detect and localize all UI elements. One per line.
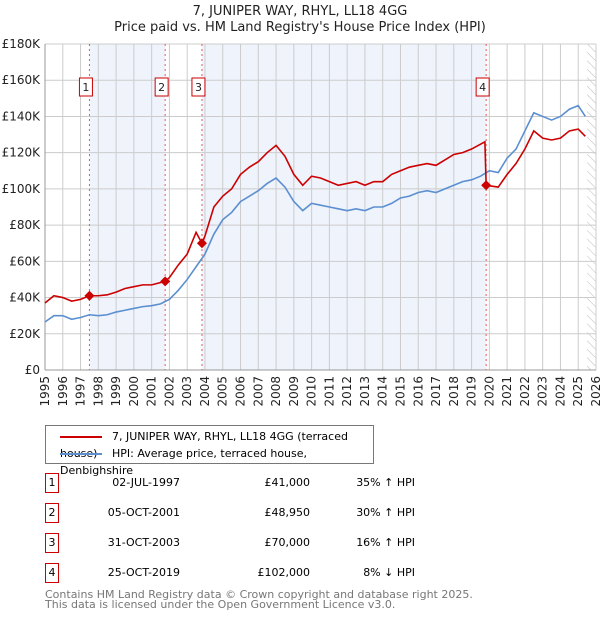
legend-label: HPI: Average price, terraced house, Denb… [60,447,308,477]
y-tick-label: £100K [2,182,42,196]
y-tick-label: £120K [2,146,42,160]
x-tick-label: 2002 [162,376,176,407]
sale-row: 3 31-OCT-2003 £70,000 16% ↑ HPI [45,533,445,553]
sale-row: 1 02-JUL-1997 £41,000 35% ↑ HPI [45,473,445,493]
x-tick-label: 2021 [500,376,514,407]
sale-number-label: 1 [82,81,89,94]
property-price-line [44,128,586,304]
x-tick-label: 2000 [127,376,141,407]
sale-date: 05-OCT-2001 [107,506,180,519]
x-tick-label: 2016 [411,376,425,407]
sale-date: 25-OCT-2019 [107,566,180,579]
sale-point[interactable] [196,238,207,249]
legend-item-property: 7, JUNIPER WAY, RHYL, LL18 4GG (terraced… [60,428,373,460]
legend-swatch [60,453,102,455]
sale-number-box [78,77,93,97]
forecast-hatch [587,44,596,370]
x-tick-label: 2015 [393,376,407,407]
sale-hpi-diff: 30% ↑ HPI [356,506,415,519]
sale-date: 31-OCT-2003 [107,536,180,549]
x-tick-label: 1996 [56,376,70,407]
sale-row: 2 05-OCT-2001 £48,950 30% ↑ HPI [45,503,445,523]
x-tick-label: 1995 [38,376,52,407]
footer-copyright: Contains HM Land Registry data © Crown c… [45,588,473,601]
x-tick-label: 2020 [482,376,496,407]
sale-number-label: 3 [195,81,202,94]
legend: 7, JUNIPER WAY, RHYL, LL18 4GG (terraced… [45,425,374,477]
sale-number-label: 2 [158,81,165,94]
sale-number: 4 [45,563,59,583]
x-tick-label: 1999 [109,376,123,407]
sale-number: 2 [45,503,59,523]
x-tick-label: 2007 [251,376,265,407]
x-tick-label: 2019 [465,376,479,407]
sale-hpi-diff: 16% ↑ HPI [356,536,415,549]
x-tick-label: 2025 [571,376,585,407]
x-tick-label: 2023 [536,376,550,407]
x-tick-label: 2003 [180,376,194,407]
x-tick-label: 2026 [589,376,600,407]
sale-number: 3 [45,533,59,553]
sale-number-label: 4 [479,81,486,94]
legend-swatch [60,436,102,438]
y-tick-label: £160K [2,73,42,87]
x-tick-label: 2008 [269,376,283,407]
y-tick-label: £80K [9,218,41,232]
sale-number-box [475,77,490,97]
chart-subtitle: Price paid vs. HM Land Registry's House … [114,20,486,35]
x-tick-label: 2005 [216,376,230,407]
footer-licence: This data is licensed under the Open Gov… [45,598,396,611]
sale-number-box [154,77,169,97]
x-tick-label: 2011 [322,376,336,407]
x-tick-label: 2017 [429,376,443,407]
x-tick-label: 2010 [305,376,319,407]
sale-point[interactable] [481,180,492,191]
x-tick-label: 2004 [198,376,212,407]
sale-row: 4 25-OCT-2019 £102,000 8% ↓ HPI [45,563,445,583]
sale-period-shading [201,44,487,370]
x-tick-label: 2006 [234,376,248,407]
sale-price: £102,000 [257,566,311,579]
y-tick-label: £0 [25,363,40,377]
sale-period-shading [89,44,166,370]
x-tick-label: 2001 [145,376,159,407]
x-tick-label: 1997 [74,376,88,407]
sale-hpi-diff: 35% ↑ HPI [356,476,415,489]
chart-title: 7, JUNIPER WAY, RHYL, LL18 4GG [192,4,408,19]
x-tick-label: 2024 [553,376,567,407]
x-tick-label: 2018 [447,376,461,407]
y-tick-label: £40K [9,291,41,305]
sale-number: 1 [45,473,59,493]
x-tick-label: 2022 [518,376,532,407]
price-chart: 1995 1996 1997 1998 1999 2000 2001 2002 2003 2004… [2,37,600,407]
sale-hpi-diff: 8% ↓ HPI [363,566,415,579]
x-tick-label: 2012 [340,376,354,407]
x-tick-label: 1998 [91,376,105,407]
y-tick-label: £20K [9,327,41,341]
legend-item-hpi: HPI: Average price, terraced house, Denb… [60,445,373,477]
sale-price: £48,950 [264,506,311,519]
sale-number-box [191,77,206,97]
y-tick-label: £60K [9,254,41,268]
sale-point[interactable] [160,276,171,287]
x-tick-label: 2014 [376,376,390,407]
x-tick-label: 2009 [287,376,301,407]
hpi-line [44,104,587,323]
y-tick-label: £180K [2,37,42,51]
y-tick-label: £140K [2,109,42,123]
sale-date: 02-JUL-1997 [112,476,180,489]
sale-point[interactable] [84,290,95,301]
sale-price: £41,000 [264,476,311,489]
sale-price: £70,000 [264,536,311,549]
x-tick-label: 2013 [358,376,372,407]
